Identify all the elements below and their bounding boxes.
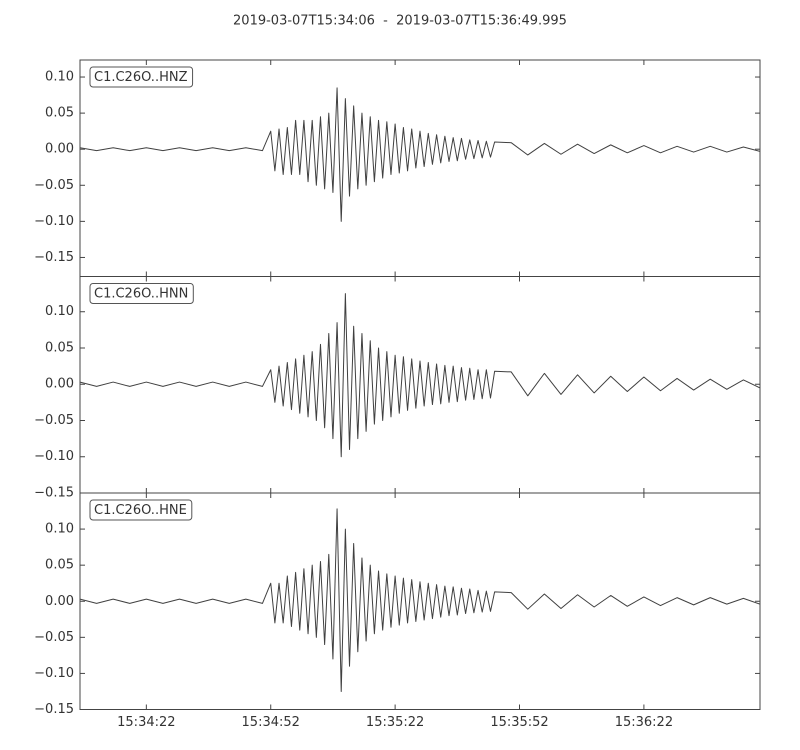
y-tick-label: −0.10 <box>34 449 74 464</box>
trace-label: C1.C26O..HNN <box>94 287 188 302</box>
label-box <box>89 283 194 304</box>
x-tick-label: 15:36:22 <box>615 715 673 730</box>
trace <box>80 293 760 458</box>
y-tick-label: 0.10 <box>45 70 74 85</box>
y-tick-label: −0.05 <box>34 413 74 428</box>
trace <box>80 87 760 222</box>
y-tick-label: −0.05 <box>34 178 74 193</box>
trace-label: C1.C26O..HNE <box>94 503 187 518</box>
y-tick-label: 0.00 <box>45 377 74 392</box>
plot-frame <box>79 492 761 710</box>
x-tick-label: 15:35:52 <box>490 715 548 730</box>
label-box <box>89 499 193 521</box>
y-tick-label: −0.15 <box>34 702 74 717</box>
y-tick-label: 0.05 <box>45 558 74 573</box>
y-tick-label: 0.10 <box>45 304 74 319</box>
trace <box>80 508 760 692</box>
y-tick-label: −0.05 <box>34 630 74 645</box>
y-tick-label: 0.05 <box>45 106 74 121</box>
x-tick-label: 15:35:22 <box>366 715 424 730</box>
label-box <box>89 66 194 88</box>
y-tick-label: 0.00 <box>45 142 74 157</box>
y-tick-label: −0.15 <box>34 486 74 501</box>
y-tick-label: −0.15 <box>34 250 74 265</box>
chart-title: 2019-03-07T15:34:06 - 2019-03-07T15:36:4… <box>233 14 567 29</box>
x-tick-label: 15:34:52 <box>242 715 300 730</box>
x-tick-label: 15:34:22 <box>117 715 175 730</box>
y-tick-label: −0.10 <box>34 214 74 229</box>
y-tick-label: −0.10 <box>34 666 74 681</box>
trace-label: C1.C26O..HNZ <box>94 70 188 85</box>
y-tick-label: 0.00 <box>45 594 74 609</box>
y-tick-label: 0.10 <box>45 522 74 537</box>
y-tick-label: 0.05 <box>45 340 74 355</box>
